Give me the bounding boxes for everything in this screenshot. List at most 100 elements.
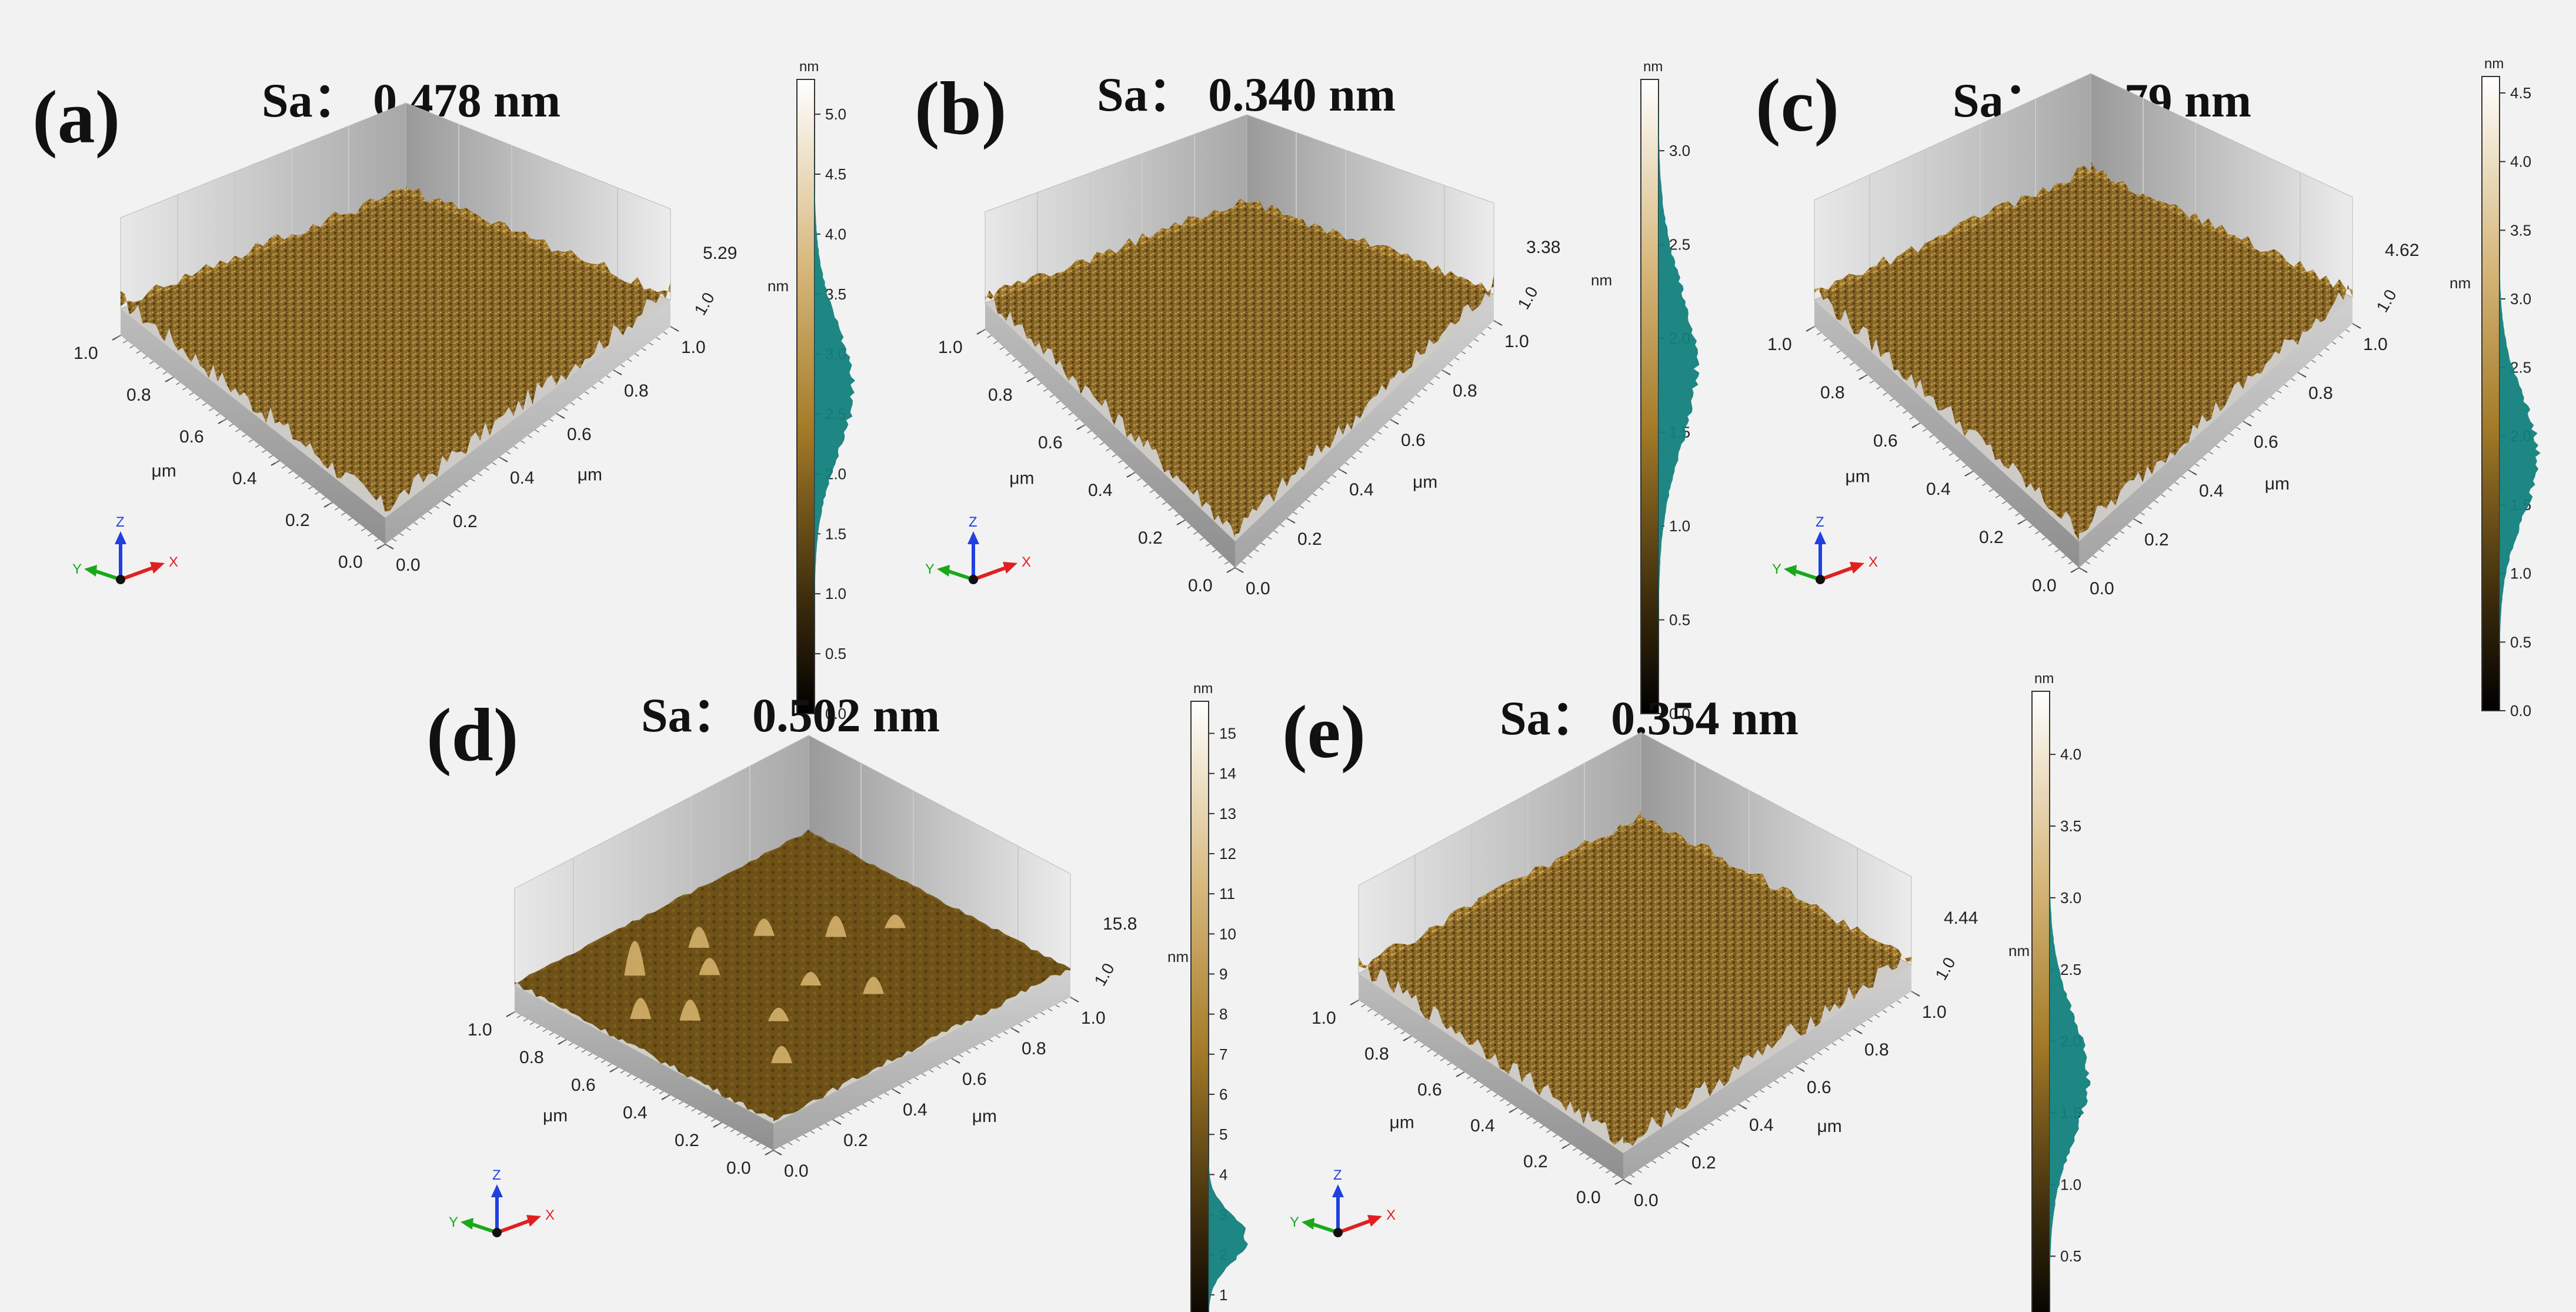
colorbar-unit: nm [1193, 681, 1213, 697]
minor-tick [663, 331, 668, 335]
minor-tick [1824, 1047, 1830, 1051]
base-side-right [1623, 965, 1911, 1180]
panel-b: (b) Sa： 0.340 nm 0.0 0.0 0.2 0.2 0.4 0.4 0.6 0.… [853, 0, 1700, 722]
base-side-right [1235, 294, 1494, 568]
colorbar-tick-label: 0.0 [1669, 705, 1690, 722]
minor-tick [2015, 513, 2020, 517]
minor-tick [1612, 1174, 1617, 1178]
minor-tick [1767, 1085, 1772, 1088]
minor-tick [1037, 382, 1042, 386]
minor-tick [1390, 419, 1395, 422]
panel-c: (c) Sa： 0.379 nm 0.00.00.20.20.40.40.60.… [1700, 0, 2576, 720]
minor-tick [710, 1118, 716, 1122]
minor-tick [1075, 418, 1079, 422]
particle-peak [699, 958, 720, 975]
axis-unit-label: μm [1846, 467, 1870, 487]
y-tick-label: 0.0 [338, 552, 363, 572]
height-histogram [815, 79, 855, 714]
y-tick-label: 0.0 [1576, 1188, 1601, 1207]
minor-tick [520, 440, 525, 444]
minor-tick [993, 341, 998, 344]
minor-tick [1332, 474, 1337, 478]
minor-tick [642, 348, 646, 351]
minor-tick [736, 1132, 742, 1136]
minor-tick [1383, 425, 1389, 429]
minor-tick [1010, 1027, 1016, 1031]
minor-tick [1644, 1165, 1650, 1168]
minor-tick [1099, 442, 1105, 446]
minor-tick [817, 1127, 823, 1130]
minor-tick [555, 1035, 560, 1039]
minor-tick [1606, 1170, 1610, 1174]
y-tick-label: 0.8 [988, 385, 1013, 405]
x-arrowhead [526, 1215, 541, 1227]
minor-tick [1068, 412, 1073, 416]
minor-tick [1254, 548, 1259, 552]
minor-tick [1810, 326, 1815, 329]
minor-tick [575, 1046, 580, 1050]
minor-tick [1407, 1035, 1412, 1039]
x-tick-label: 0.2 [843, 1131, 868, 1150]
colorbar-tick-label: 9 [1219, 965, 1227, 983]
minor-tick [1006, 352, 1010, 357]
afm-surface [985, 198, 1494, 538]
minor-tick [1680, 1141, 1686, 1145]
colorbar-tick-label: 1.0 [825, 585, 846, 602]
minor-tick [670, 326, 675, 329]
minor-tick [2068, 561, 2073, 565]
minor-tick [1651, 1160, 1657, 1164]
x-axis-label: X [1022, 554, 1031, 570]
colorbar-tick-label: 1.5 [825, 525, 846, 542]
minor-tick [413, 522, 418, 525]
height-histogram [1209, 701, 1248, 1312]
minor-tick [2195, 463, 2200, 467]
z-arrowhead [1814, 531, 1826, 544]
minor-tick [1836, 350, 1841, 354]
minor-tick [2028, 525, 2033, 528]
minor-tick [885, 1092, 889, 1096]
minor-tick [1493, 1094, 1498, 1097]
minor-tick [840, 1115, 845, 1119]
minor-tick [1435, 375, 1440, 379]
minor-tick [1903, 410, 1907, 414]
minor-tick [428, 511, 433, 515]
y-tick-label: 0.2 [285, 511, 310, 530]
colorbar [2481, 76, 2500, 711]
y-arrowhead [461, 1218, 473, 1230]
x-axis-arrow [496, 1219, 530, 1234]
minor-tick [1018, 1023, 1023, 1027]
x-arrowhead [1367, 1215, 1382, 1227]
minor-tick [691, 1108, 696, 1112]
height-histogram [1659, 79, 1700, 714]
minor-tick [1267, 536, 1272, 540]
minor-tick [2263, 402, 2268, 406]
panel-label: (b) [915, 66, 1007, 150]
colorbar-tick-label: 15 [1219, 725, 1236, 742]
surface-shade [515, 833, 1070, 1124]
minor-tick [1889, 398, 1894, 402]
surface-shade [1359, 821, 1911, 1153]
minor-tick [1586, 1157, 1591, 1160]
minor-tick [248, 439, 253, 443]
minor-tick [1387, 1022, 1392, 1025]
x-tick-label: 1.0 [1081, 1008, 1106, 1028]
y-axis-label: Y [1772, 561, 1781, 577]
particle-peak [624, 941, 646, 976]
colorbar-tick-label: 0.5 [1669, 611, 1690, 629]
x-tick-label: 0.6 [567, 425, 592, 444]
x-tick-label: 0.6 [1401, 431, 1426, 450]
minor-tick [2256, 408, 2261, 412]
minor-tick [929, 1069, 934, 1073]
minor-tick [773, 1150, 778, 1153]
x-tick-label: 0.0 [784, 1161, 809, 1181]
minor-tick [914, 1077, 919, 1081]
minor-tick [354, 522, 359, 527]
minor-tick [869, 1100, 875, 1104]
minor-tick [1380, 1017, 1386, 1021]
minor-tick [1666, 1151, 1671, 1154]
z-axis-label: Z [1333, 1167, 1342, 1183]
minor-tick [951, 1058, 956, 1061]
minor-tick [1948, 452, 1954, 456]
minor-tick [607, 1063, 612, 1067]
minor-tick [1070, 997, 1075, 1000]
